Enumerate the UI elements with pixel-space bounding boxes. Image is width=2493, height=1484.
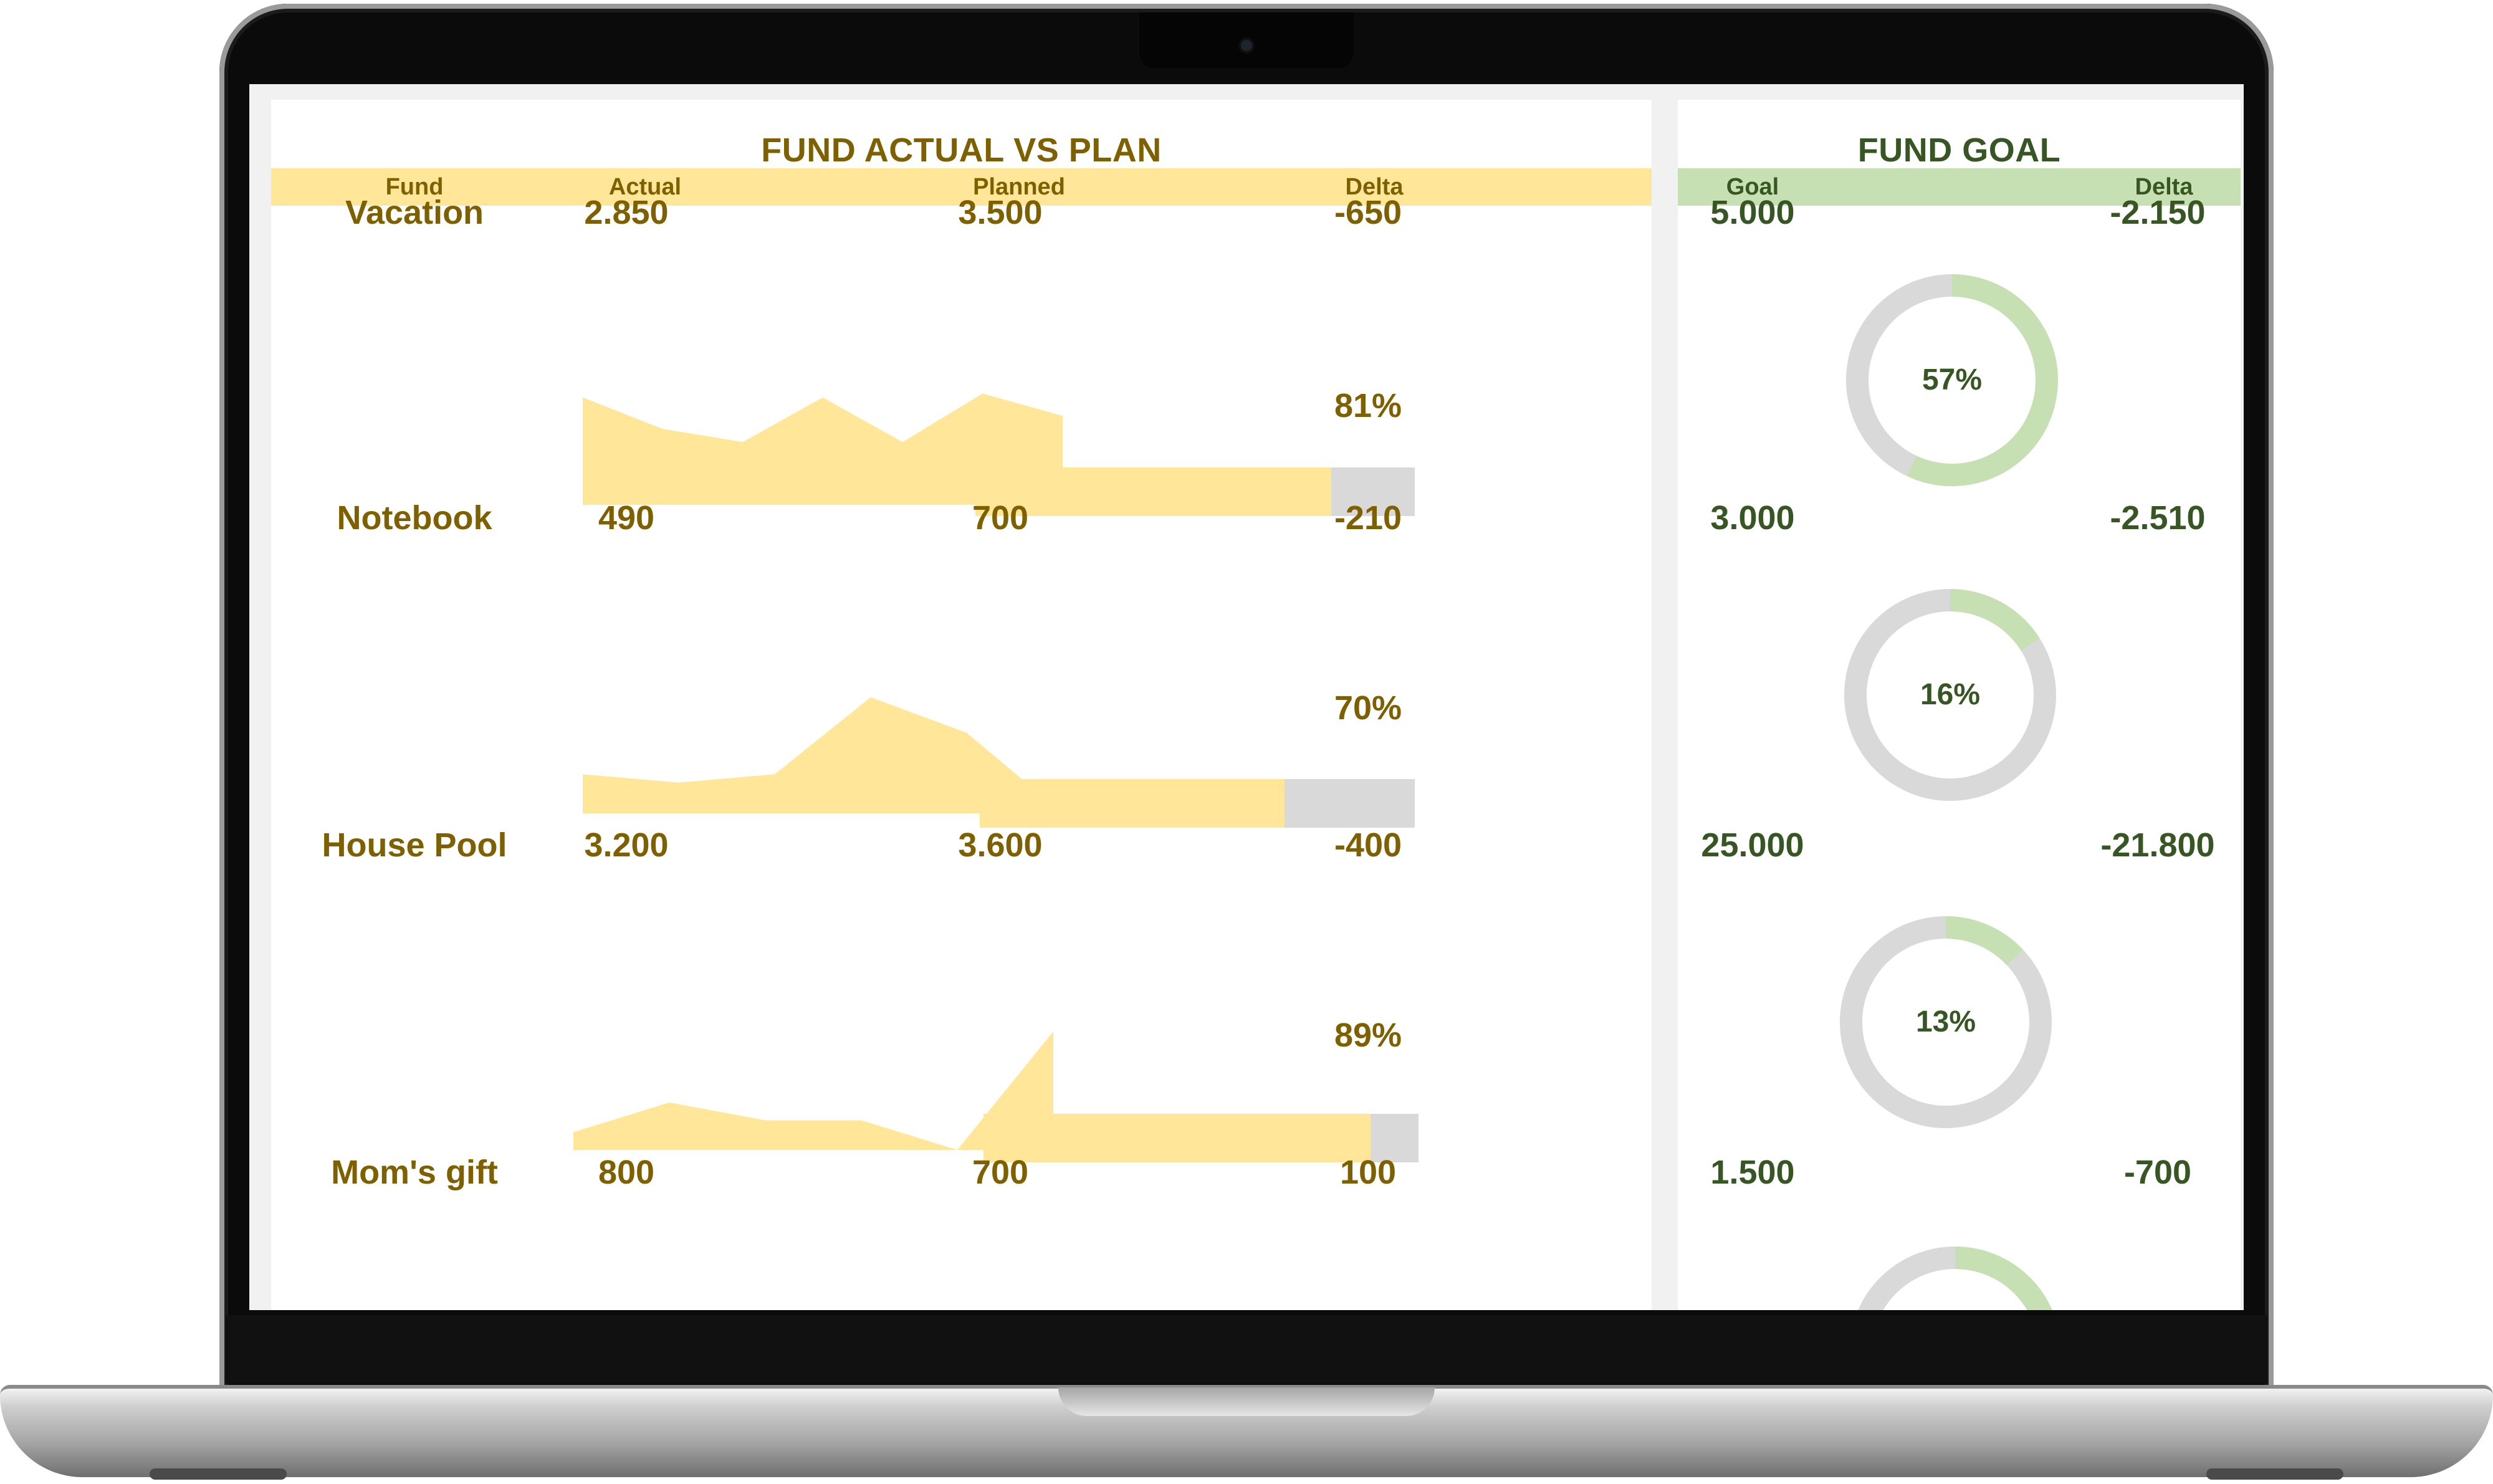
fund-actual-vs-plan-panel: FUND ACTUAL VS PLAN Fund Actual Planned …: [271, 100, 1652, 1310]
camera-icon: [1241, 40, 1252, 51]
delta-value: -650: [1334, 194, 1402, 231]
fund-name: Mom's gift: [331, 1154, 498, 1191]
plan-progress-fill: [975, 467, 1332, 516]
planned-value: 3.600: [958, 826, 1043, 864]
delta-value: -400: [1334, 826, 1402, 864]
goal-delta-value: -2.150: [2110, 194, 2206, 231]
panel-title: FUND ACTUAL VS PLAN: [761, 132, 1162, 169]
plan-progress-fill: [983, 1114, 1371, 1162]
goal-progress-donut: [1846, 274, 2058, 486]
goal-value: 25.000: [1701, 826, 1804, 864]
header-fund[interactable]: Fund: [385, 174, 444, 200]
plan-progress-bar: [975, 467, 1415, 516]
trend-area: [583, 393, 1063, 505]
goal-progress-donut: [1849, 1247, 2061, 1310]
goal-delta-value: -2.510: [2110, 499, 2206, 537]
header-planned[interactable]: Planned: [973, 174, 1065, 200]
trend-area: [583, 697, 1063, 813]
planned-value: 700: [972, 1154, 1029, 1191]
fund-goal-panel: FUND GOAL Goal Delta 5.000 -2.150 57% 3.000…: [1678, 100, 2241, 1310]
donut-progress-arc: [1840, 916, 2052, 1128]
fund-name: Vacation: [345, 194, 484, 231]
header-goal-delta[interactable]: Delta: [2135, 174, 2193, 200]
header-delta[interactable]: Delta: [1345, 174, 1404, 200]
goal-value: 3.000: [1710, 499, 1795, 537]
percent-of-plan-label: 81%: [1334, 387, 1402, 424]
actual-value: 800: [598, 1154, 655, 1191]
goal-value: 5.000: [1710, 194, 1795, 231]
percent-of-plan-label: 89%: [1334, 1017, 1402, 1054]
delta-value: -210: [1334, 499, 1402, 537]
goal-progress-donut: [1844, 589, 2056, 801]
table-header: Fund Actual Planned Delta: [271, 168, 1652, 206]
plan-progress-fill: [980, 779, 1285, 828]
table-header: Goal Delta: [1678, 168, 2241, 206]
laptop-foot-left: [150, 1468, 287, 1480]
header-actual[interactable]: Actual: [608, 174, 682, 200]
actual-value: 2.850: [584, 194, 669, 231]
donut-progress-arc: [1844, 589, 2056, 801]
dashboard-screen: FUND ACTUAL VS PLAN Fund Actual Planned …: [249, 84, 2244, 1310]
delta-value: 100: [1339, 1154, 1397, 1191]
laptop-opening-notch: [1058, 1387, 1435, 1416]
goal-value: 1.500: [1710, 1154, 1795, 1191]
donut-percent-label: 13%: [1915, 1005, 1976, 1038]
trend-area: [573, 1032, 1053, 1150]
goal-progress-donut: [1840, 916, 2052, 1128]
donut-progress-arc: [1846, 274, 2058, 486]
goal-delta-value: -700: [2123, 1154, 2192, 1191]
panel-title: FUND GOAL: [1857, 132, 2061, 169]
plan-progress-bar: [983, 1114, 1419, 1162]
fund-name: Notebook: [337, 499, 492, 537]
percent-of-plan-label: 70%: [1334, 689, 1402, 727]
laptop-foot-right: [2206, 1468, 2343, 1480]
trend-sparkline: [583, 393, 1063, 505]
trend-sparkline: [583, 697, 1063, 813]
header-goal[interactable]: Goal: [1726, 174, 1779, 200]
actual-value: 3.200: [584, 826, 669, 864]
donut-percent-label: 57%: [1921, 363, 1983, 396]
planned-value: 700: [972, 499, 1029, 537]
goal-delta-value: -21.800: [2100, 826, 2215, 864]
donut-progress-arc: [1849, 1247, 2061, 1310]
planned-value: 3.500: [958, 194, 1043, 231]
donut-percent-label: 16%: [1920, 678, 1981, 711]
laptop-bezel-bottom: [226, 1315, 2267, 1384]
fund-name: House Pool: [322, 826, 507, 864]
trend-sparkline: [573, 1032, 1053, 1150]
plan-progress-bar: [980, 779, 1415, 828]
actual-value: 490: [598, 499, 655, 537]
